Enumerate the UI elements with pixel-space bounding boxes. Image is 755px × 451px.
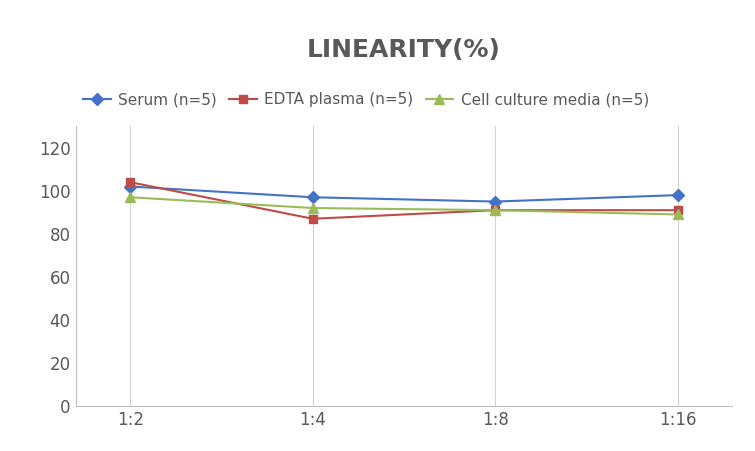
Cell culture media (n=5) xyxy=(491,207,500,213)
Title: LINEARITY(%): LINEARITY(%) xyxy=(307,38,501,62)
Serum (n=5) xyxy=(673,193,683,198)
Cell culture media (n=5) xyxy=(308,205,317,211)
Cell culture media (n=5) xyxy=(673,212,683,217)
EDTA plasma (n=5) xyxy=(491,207,500,213)
Serum (n=5) xyxy=(125,184,135,189)
Line: Cell culture media (n=5): Cell culture media (n=5) xyxy=(125,193,683,219)
Cell culture media (n=5) xyxy=(125,194,135,200)
EDTA plasma (n=5) xyxy=(125,179,135,185)
EDTA plasma (n=5) xyxy=(308,216,317,221)
Line: EDTA plasma (n=5): EDTA plasma (n=5) xyxy=(126,178,682,223)
EDTA plasma (n=5) xyxy=(673,207,683,213)
Legend: Serum (n=5), EDTA plasma (n=5), Cell culture media (n=5): Serum (n=5), EDTA plasma (n=5), Cell cul… xyxy=(83,92,649,107)
Line: Serum (n=5): Serum (n=5) xyxy=(126,182,682,206)
Serum (n=5) xyxy=(491,199,500,204)
Serum (n=5) xyxy=(308,194,317,200)
